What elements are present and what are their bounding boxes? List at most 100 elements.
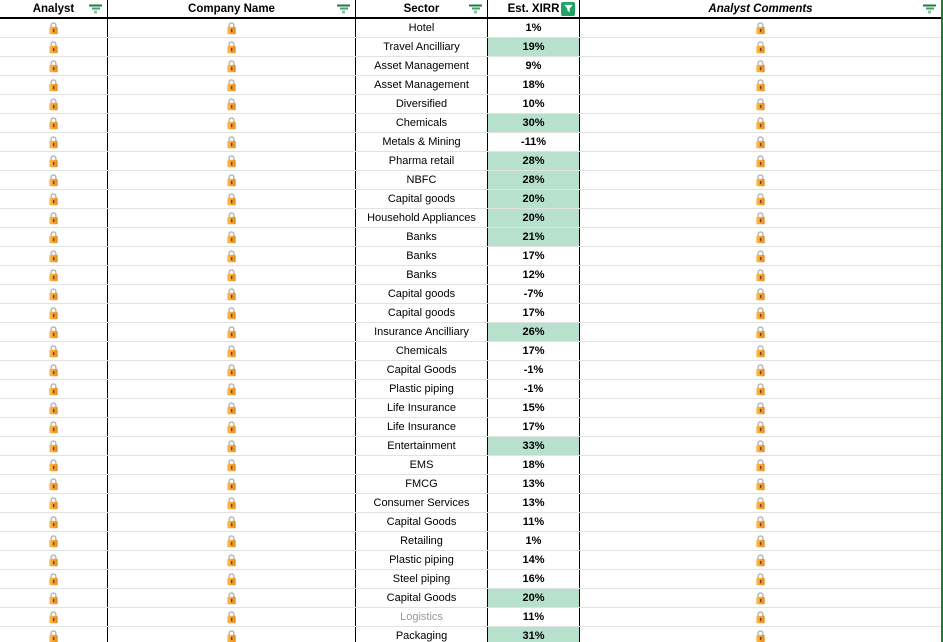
sector-cell[interactable]: Chemicals [356,114,488,132]
xirr-cell[interactable]: 11% [488,608,580,626]
analyst-comments-cell-locked[interactable] [580,228,941,246]
xirr-cell[interactable]: 33% [488,437,580,455]
company-name-cell-locked[interactable] [108,266,356,284]
analyst-cell-locked[interactable] [0,361,108,379]
funnel-icon[interactable] [923,4,936,13]
analyst-comments-cell-locked[interactable] [580,247,941,265]
funnel-icon[interactable] [337,4,350,13]
analyst-cell-locked[interactable] [0,456,108,474]
sector-cell[interactable]: Hotel [356,19,488,37]
analyst-comments-cell-locked[interactable] [580,19,941,37]
sector-cell[interactable]: Capital goods [356,304,488,322]
xirr-cell[interactable]: 20% [488,589,580,607]
xirr-cell[interactable]: 17% [488,342,580,360]
column-header-company-name[interactable]: Company Name [108,0,356,17]
company-name-cell-locked[interactable] [108,19,356,37]
analyst-comments-cell-locked[interactable] [580,399,941,417]
analyst-comments-cell-locked[interactable] [580,589,941,607]
xirr-cell[interactable]: 30% [488,114,580,132]
analyst-cell-locked[interactable] [0,304,108,322]
analyst-comments-cell-locked[interactable] [580,570,941,588]
company-name-cell-locked[interactable] [108,228,356,246]
sector-cell[interactable]: FMCG [356,475,488,493]
analyst-cell-locked[interactable] [0,76,108,94]
company-name-cell-locked[interactable] [108,152,356,170]
xirr-cell[interactable]: 20% [488,209,580,227]
sector-cell[interactable]: Capital goods [356,285,488,303]
company-name-cell-locked[interactable] [108,304,356,322]
analyst-comments-cell-locked[interactable] [580,266,941,284]
xirr-cell[interactable]: 17% [488,418,580,436]
sector-cell[interactable]: Metals & Mining [356,133,488,151]
analyst-comments-cell-locked[interactable] [580,114,941,132]
xirr-cell[interactable]: 16% [488,570,580,588]
xirr-cell[interactable]: 28% [488,152,580,170]
analyst-comments-cell-locked[interactable] [580,133,941,151]
analyst-comments-cell-locked[interactable] [580,38,941,56]
analyst-cell-locked[interactable] [0,475,108,493]
analyst-cell-locked[interactable] [0,399,108,417]
analyst-comments-cell-locked[interactable] [580,76,941,94]
analyst-comments-cell-locked[interactable] [580,304,941,322]
sector-cell[interactable]: Banks [356,228,488,246]
analyst-comments-cell-locked[interactable] [580,171,941,189]
sector-cell[interactable]: Plastic piping [356,551,488,569]
analyst-comments-cell-locked[interactable] [580,475,941,493]
company-name-cell-locked[interactable] [108,285,356,303]
company-name-cell-locked[interactable] [108,551,356,569]
funnel-icon[interactable] [469,4,482,13]
sector-cell[interactable]: Travel Ancilliary [356,38,488,56]
company-name-cell-locked[interactable] [108,570,356,588]
xirr-cell[interactable]: 12% [488,266,580,284]
analyst-comments-cell-locked[interactable] [580,152,941,170]
analyst-comments-cell-locked[interactable] [580,513,941,531]
xirr-cell[interactable]: 10% [488,95,580,113]
xirr-cell[interactable]: 13% [488,494,580,512]
analyst-cell-locked[interactable] [0,266,108,284]
analyst-cell-locked[interactable] [0,285,108,303]
company-name-cell-locked[interactable] [108,418,356,436]
xirr-cell[interactable]: 21% [488,228,580,246]
analyst-comments-cell-locked[interactable] [580,532,941,550]
company-name-cell-locked[interactable] [108,361,356,379]
funnel-icon-active[interactable] [561,1,575,16]
sector-cell[interactable]: Retailing [356,532,488,550]
analyst-cell-locked[interactable] [0,380,108,398]
analyst-cell-locked[interactable] [0,323,108,341]
sector-cell[interactable]: Capital Goods [356,513,488,531]
analyst-cell-locked[interactable] [0,608,108,626]
xirr-cell[interactable]: -1% [488,361,580,379]
analyst-cell-locked[interactable] [0,513,108,531]
company-name-cell-locked[interactable] [108,437,356,455]
company-name-cell-locked[interactable] [108,76,356,94]
analyst-cell-locked[interactable] [0,152,108,170]
sector-cell[interactable]: Pharma retail [356,152,488,170]
company-name-cell-locked[interactable] [108,57,356,75]
xirr-cell[interactable]: 20% [488,190,580,208]
column-header-sector[interactable]: Sector [356,0,488,17]
analyst-cell-locked[interactable] [0,551,108,569]
analyst-comments-cell-locked[interactable] [580,95,941,113]
analyst-comments-cell-locked[interactable] [580,342,941,360]
xirr-cell[interactable]: 1% [488,532,580,550]
company-name-cell-locked[interactable] [108,608,356,626]
analyst-comments-cell-locked[interactable] [580,285,941,303]
sector-cell[interactable]: Life Insurance [356,418,488,436]
company-name-cell-locked[interactable] [108,190,356,208]
sector-cell[interactable]: NBFC [356,171,488,189]
company-name-cell-locked[interactable] [108,342,356,360]
xirr-cell[interactable]: -7% [488,285,580,303]
xirr-cell[interactable]: 18% [488,76,580,94]
analyst-cell-locked[interactable] [0,228,108,246]
company-name-cell-locked[interactable] [108,171,356,189]
sector-cell[interactable]: Capital Goods [356,361,488,379]
sector-cell[interactable]: Banks [356,247,488,265]
xirr-cell[interactable]: 17% [488,247,580,265]
sector-cell[interactable]: Asset Management [356,76,488,94]
column-header-analyst-comments[interactable]: Analyst Comments [580,0,941,17]
xirr-cell[interactable]: 9% [488,57,580,75]
analyst-comments-cell-locked[interactable] [580,627,941,642]
analyst-comments-cell-locked[interactable] [580,551,941,569]
analyst-comments-cell-locked[interactable] [580,456,941,474]
xirr-cell[interactable]: 17% [488,304,580,322]
